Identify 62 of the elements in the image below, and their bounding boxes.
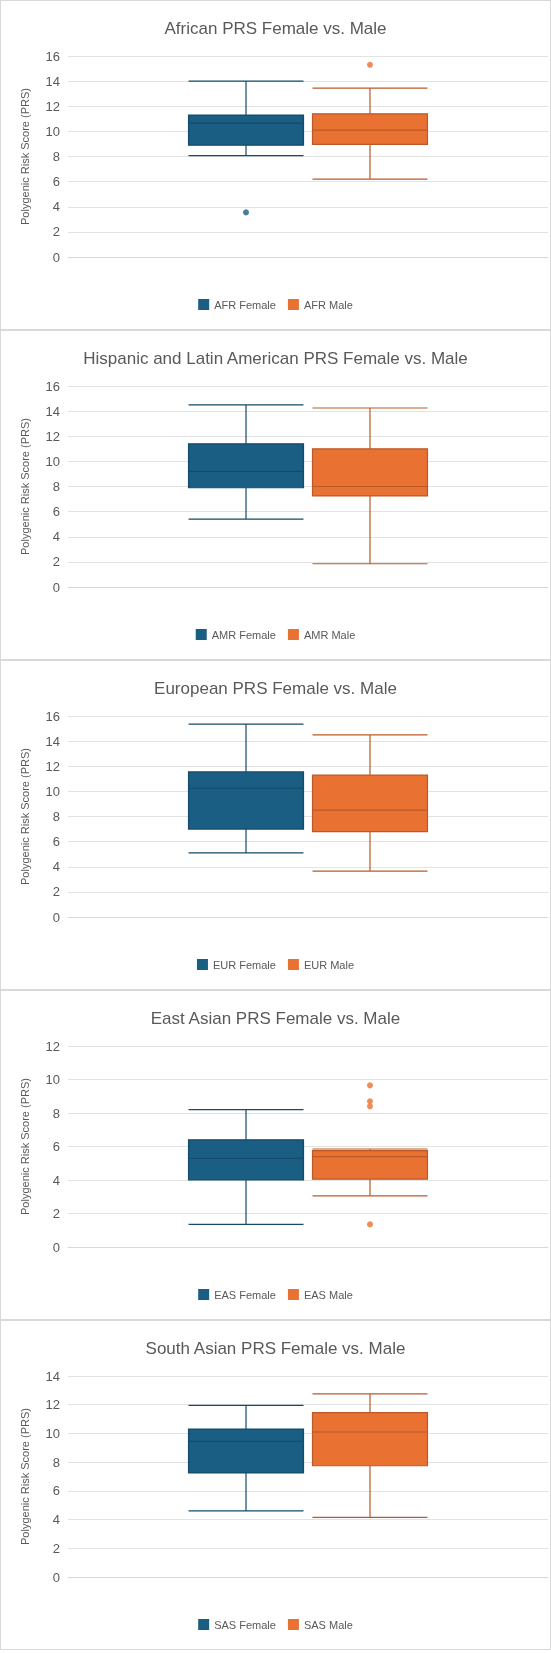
- y-tick-label: 14: [45, 1368, 60, 1384]
- y-tick-label: 2: [52, 554, 60, 570]
- y-axis-title: Polygenic Risk Score (PRS): [18, 88, 31, 225]
- y-tick-label: 12: [45, 1038, 60, 1054]
- y-tick-label: 10: [45, 1072, 60, 1087]
- y-tick-label: 0: [52, 1239, 60, 1255]
- y-tick-label: 16: [45, 378, 60, 394]
- y-tick-label: 8: [52, 809, 60, 824]
- legend-label: EUR Female: [212, 958, 276, 971]
- y-tick-label: 12: [45, 1397, 60, 1413]
- y-tick-label: 8: [52, 149, 60, 164]
- y-tick-label: 2: [52, 1206, 60, 1221]
- y-tick-label: 4: [52, 1512, 60, 1528]
- y-tick-label: 0: [52, 909, 60, 925]
- y-tick-label: 2: [52, 884, 60, 900]
- y-tick-label: 6: [52, 174, 60, 190]
- legend-label: AMR Female: [211, 628, 276, 641]
- y-tick-label: 6: [52, 1483, 60, 1499]
- legend-label: EAS Male: [303, 1288, 353, 1301]
- y-tick-label: 10: [45, 123, 60, 139]
- legend-label: AFR Male: [303, 298, 353, 311]
- y-tick-label: 4: [52, 859, 60, 875]
- y-tick-label: 0: [52, 1569, 60, 1585]
- chart-title: South Asian PRS Female vs. Male: [145, 1339, 406, 1358]
- legend-label: EAS Female: [214, 1288, 276, 1301]
- y-tick-label: 4: [52, 199, 60, 215]
- y-tick-label: 2: [52, 1540, 60, 1556]
- y-axis-title: Polygenic Risk Score (PRS): [18, 1408, 31, 1545]
- legend-label: SAS Female: [214, 1618, 276, 1631]
- legend-label: EUR Male: [303, 958, 355, 971]
- y-tick-label: 6: [52, 504, 60, 520]
- y-tick-label: 8: [52, 1454, 60, 1470]
- y-tick-label: 6: [52, 1139, 60, 1154]
- y-axis-title: Polygenic Risk Score (PRS): [18, 1078, 31, 1215]
- y-tick-label: 16: [45, 708, 60, 724]
- legend-label: AMR Male: [303, 628, 356, 641]
- y-tick-label: 14: [45, 73, 60, 89]
- y-tick-label: 8: [52, 1105, 60, 1121]
- y-tick-label: 14: [45, 403, 60, 419]
- y-tick-label: 4: [52, 1172, 60, 1188]
- chart-title: European PRS Female vs. Male: [154, 679, 397, 698]
- y-tick-label: 8: [52, 479, 60, 494]
- y-tick-label: 0: [52, 249, 60, 265]
- y-tick-label: 6: [52, 834, 60, 850]
- y-axis-title: Polygenic Risk Score (PRS): [18, 748, 31, 885]
- y-tick-label: 10: [45, 783, 60, 799]
- y-tick-label: 2: [52, 224, 60, 240]
- y-tick-label: 12: [45, 98, 60, 114]
- chart-title: Hispanic and Latin American PRS Female vs. Male: [83, 349, 468, 368]
- chart-title: African PRS Female vs. Male: [164, 19, 387, 38]
- chart-title: East Asian PRS Female vs. Male: [150, 1009, 401, 1028]
- y-tick-label: 0: [52, 579, 60, 595]
- legend-label: AFR Female: [214, 298, 276, 311]
- y-tick-label: 10: [45, 453, 60, 469]
- y-tick-label: 12: [45, 758, 60, 774]
- y-tick-label: 14: [45, 733, 60, 749]
- y-tick-label: 10: [45, 1425, 60, 1441]
- y-tick-label: 12: [45, 428, 60, 444]
- y-tick-label: 16: [45, 48, 60, 64]
- y-tick-label: 4: [52, 529, 60, 545]
- y-axis-title: Polygenic Risk Score (PRS): [18, 418, 31, 555]
- legend-label: SAS Male: [303, 1618, 353, 1631]
